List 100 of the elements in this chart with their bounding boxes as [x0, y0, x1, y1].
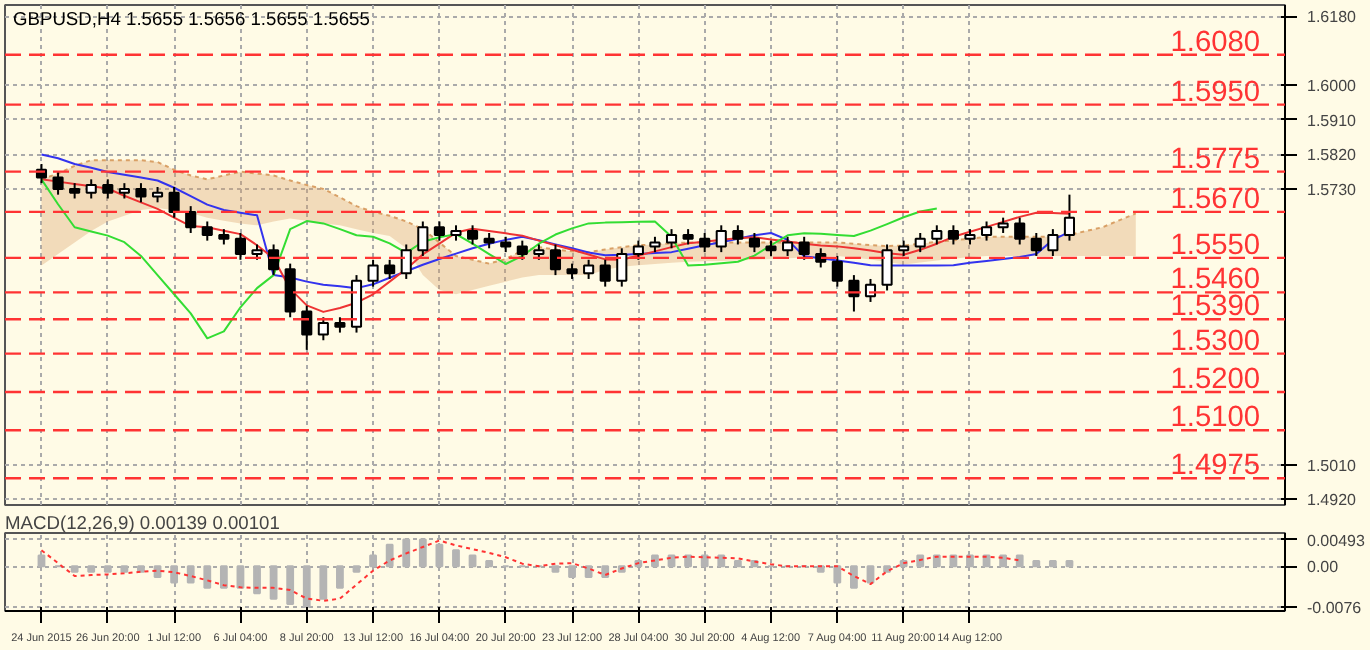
bar [568, 565, 576, 579]
chart-title: GBPUSD,H4 1.5655 1.5656 1.5655 1.5655 [13, 9, 370, 29]
ref-line-label: 1.5460 [1170, 264, 1261, 297]
candlestick [1063, 193, 1076, 242]
bar [253, 565, 261, 595]
candlestick [102, 178, 114, 200]
bar [170, 565, 179, 584]
ref-line-label: 1.5200 [1170, 363, 1261, 396]
candlestick [52, 170, 64, 196]
y-tick-label: 1.4920 [1307, 491, 1358, 510]
bar [700, 554, 709, 568]
candlestick [699, 231, 711, 254]
candlestick [815, 247, 827, 269]
bar [269, 565, 278, 600]
ref-line-label: 1.5100 [1170, 402, 1261, 435]
ref-line-label: 1.5550 [1170, 229, 1261, 262]
candlestick [417, 220, 429, 257]
candlestick [616, 247, 628, 288]
ref-line-label: 1.5950 [1170, 76, 1261, 109]
candlestick [632, 239, 644, 261]
candlestick [234, 231, 246, 261]
candlestick [467, 224, 479, 246]
candlestick [400, 243, 412, 280]
bar [385, 543, 394, 568]
ref-line-label: 1.5390 [1170, 291, 1261, 324]
candlestick [185, 205, 197, 234]
candlestick [85, 178, 97, 200]
candlestick [1014, 216, 1026, 246]
candlestick [914, 231, 926, 254]
candlestick [350, 274, 363, 334]
line-series [40, 539, 1021, 602]
bar [219, 565, 228, 589]
candlestick [980, 220, 993, 242]
candlestick [599, 258, 611, 288]
candlestick [549, 243, 562, 277]
bar [999, 554, 1008, 568]
bar [352, 565, 361, 573]
candlestick [715, 224, 727, 254]
bar [551, 565, 560, 573]
ref-line-label: 1.5775 [1170, 143, 1261, 176]
candlestick [317, 316, 329, 342]
bar [866, 565, 875, 584]
y-tick-label: 1.5730 [1307, 180, 1358, 199]
y-tick-label: 1.6000 [1307, 77, 1358, 96]
candlestick [367, 258, 379, 288]
y-tick-label: 1.5820 [1307, 146, 1358, 165]
ref-line-label: 1.6080 [1170, 26, 1261, 59]
bar [883, 565, 891, 573]
bar [684, 554, 693, 568]
candlestick [947, 224, 959, 246]
bar [1015, 554, 1024, 568]
candlestick [665, 228, 678, 250]
candlestick [782, 235, 794, 257]
bar [203, 565, 212, 589]
bar [87, 565, 96, 573]
bar [120, 565, 129, 573]
bar [850, 565, 858, 589]
bar [319, 565, 328, 600]
candlestick [1030, 231, 1042, 257]
bar [1065, 559, 1074, 568]
chart-title: MACD(12,26,9) 0.00139 0.00101 [5, 513, 280, 533]
candlestick [583, 258, 595, 280]
candlestick [135, 182, 147, 204]
candlestick [1047, 228, 1059, 257]
candlestick [301, 304, 313, 351]
bar [1032, 559, 1041, 568]
bar [733, 559, 742, 568]
candlestick [931, 224, 943, 246]
candlestick [433, 220, 445, 242]
y-tick-label: 1.6180 [1307, 8, 1358, 27]
candlestick [268, 243, 280, 277]
bar [70, 565, 79, 573]
bar [186, 565, 195, 584]
bar [336, 565, 344, 589]
candlestick [732, 224, 744, 246]
candlestick [748, 231, 760, 254]
candlestick [516, 239, 528, 261]
y-tick-label: 1.5010 [1307, 456, 1358, 475]
bar [103, 565, 112, 573]
bar [833, 565, 842, 584]
candlestick [201, 220, 213, 242]
y-tick-label: 0.00493 [1307, 531, 1366, 550]
bar [485, 559, 494, 568]
bar [717, 554, 726, 568]
candlestick [284, 262, 296, 319]
bar [369, 554, 377, 568]
bar [137, 565, 145, 573]
y-tick-label: 1.5910 [1307, 111, 1358, 130]
ref-line-label: 1.5300 [1170, 325, 1261, 358]
candlestick [881, 243, 893, 292]
bar [584, 565, 593, 579]
ref-line-label: 1.4975 [1170, 450, 1261, 483]
y-tick-label: 0.00 [1307, 558, 1340, 577]
candlestick [798, 235, 810, 261]
bar [1048, 559, 1057, 568]
candlestick [831, 254, 843, 288]
bar [452, 549, 460, 568]
candlestick [384, 258, 396, 280]
ref-line-label: 1.5670 [1170, 183, 1261, 216]
y-tick-label: -0.0076 [1307, 599, 1363, 618]
